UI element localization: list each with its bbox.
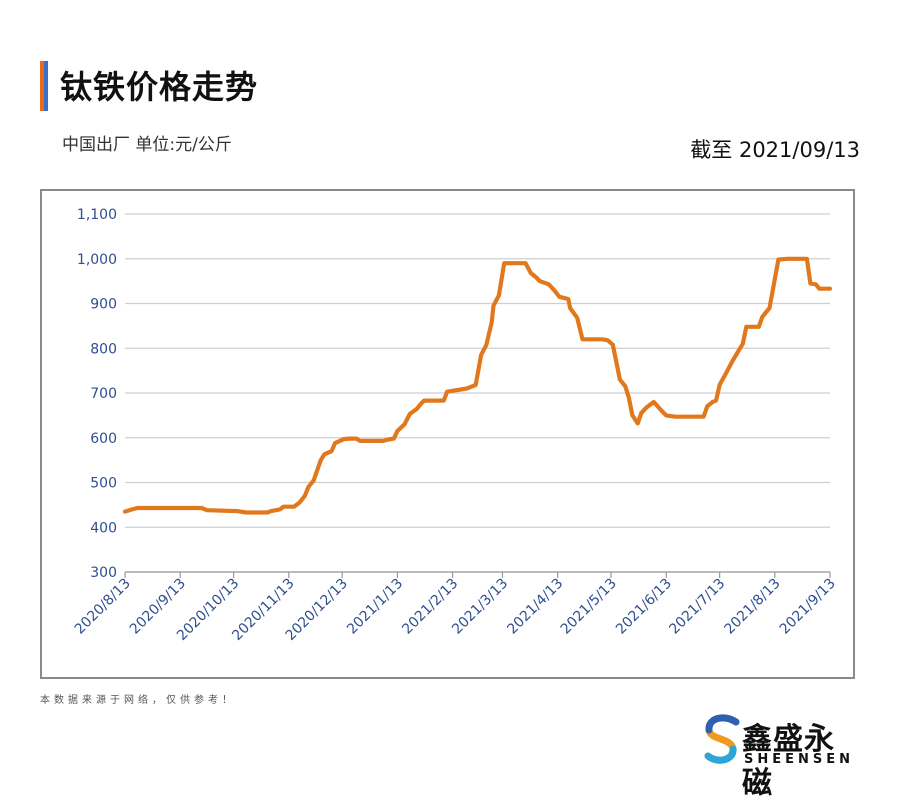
y-tick-label: 500	[90, 476, 117, 492]
chart-frame	[40, 189, 855, 679]
brand-logo: 鑫盛永磁 SHEENSEN	[702, 712, 862, 801]
brand-name-en: SHEENSEN	[744, 752, 855, 767]
y-tick-label: 900	[90, 297, 117, 313]
x-tick-label: 2020/8/13	[72, 576, 134, 638]
x-tick-label: 2021/5/13	[558, 576, 620, 638]
y-tick-label: 800	[90, 341, 117, 357]
y-tick-label: 700	[90, 386, 117, 402]
x-tick-label: 2021/4/13	[504, 576, 566, 638]
y-tick-label: 600	[90, 431, 117, 447]
x-tick-label: 2021/9/13	[777, 576, 839, 638]
price-series-line	[122, 256, 833, 515]
x-tick-label: 2021/7/13	[666, 576, 728, 638]
x-tick-label: 2021/6/13	[613, 576, 675, 638]
as-of-date: 截至 2021/09/13	[690, 138, 860, 162]
brand-s-icon	[704, 714, 740, 764]
x-tick-label: 2021/1/13	[344, 576, 406, 638]
y-tick-label: 1,000	[77, 252, 117, 268]
y-tick-label: 300	[90, 565, 117, 581]
y-tick-label: 1,100	[77, 207, 117, 223]
source-footnote: 本数据来源于网络，仅供参考！	[40, 695, 236, 706]
x-tick-label: 2021/8/13	[722, 576, 784, 638]
unit-subtitle: 中国出厂 单位:元/公斤	[62, 135, 232, 155]
price-line-chart: 300 400 500 600 700 800 900 1,000 1,100 2020/8/13…	[72, 207, 839, 644]
y-tick-label: 400	[90, 520, 117, 536]
page-title: 钛铁价格走势	[60, 68, 259, 106]
title-accent-bar	[40, 61, 48, 111]
